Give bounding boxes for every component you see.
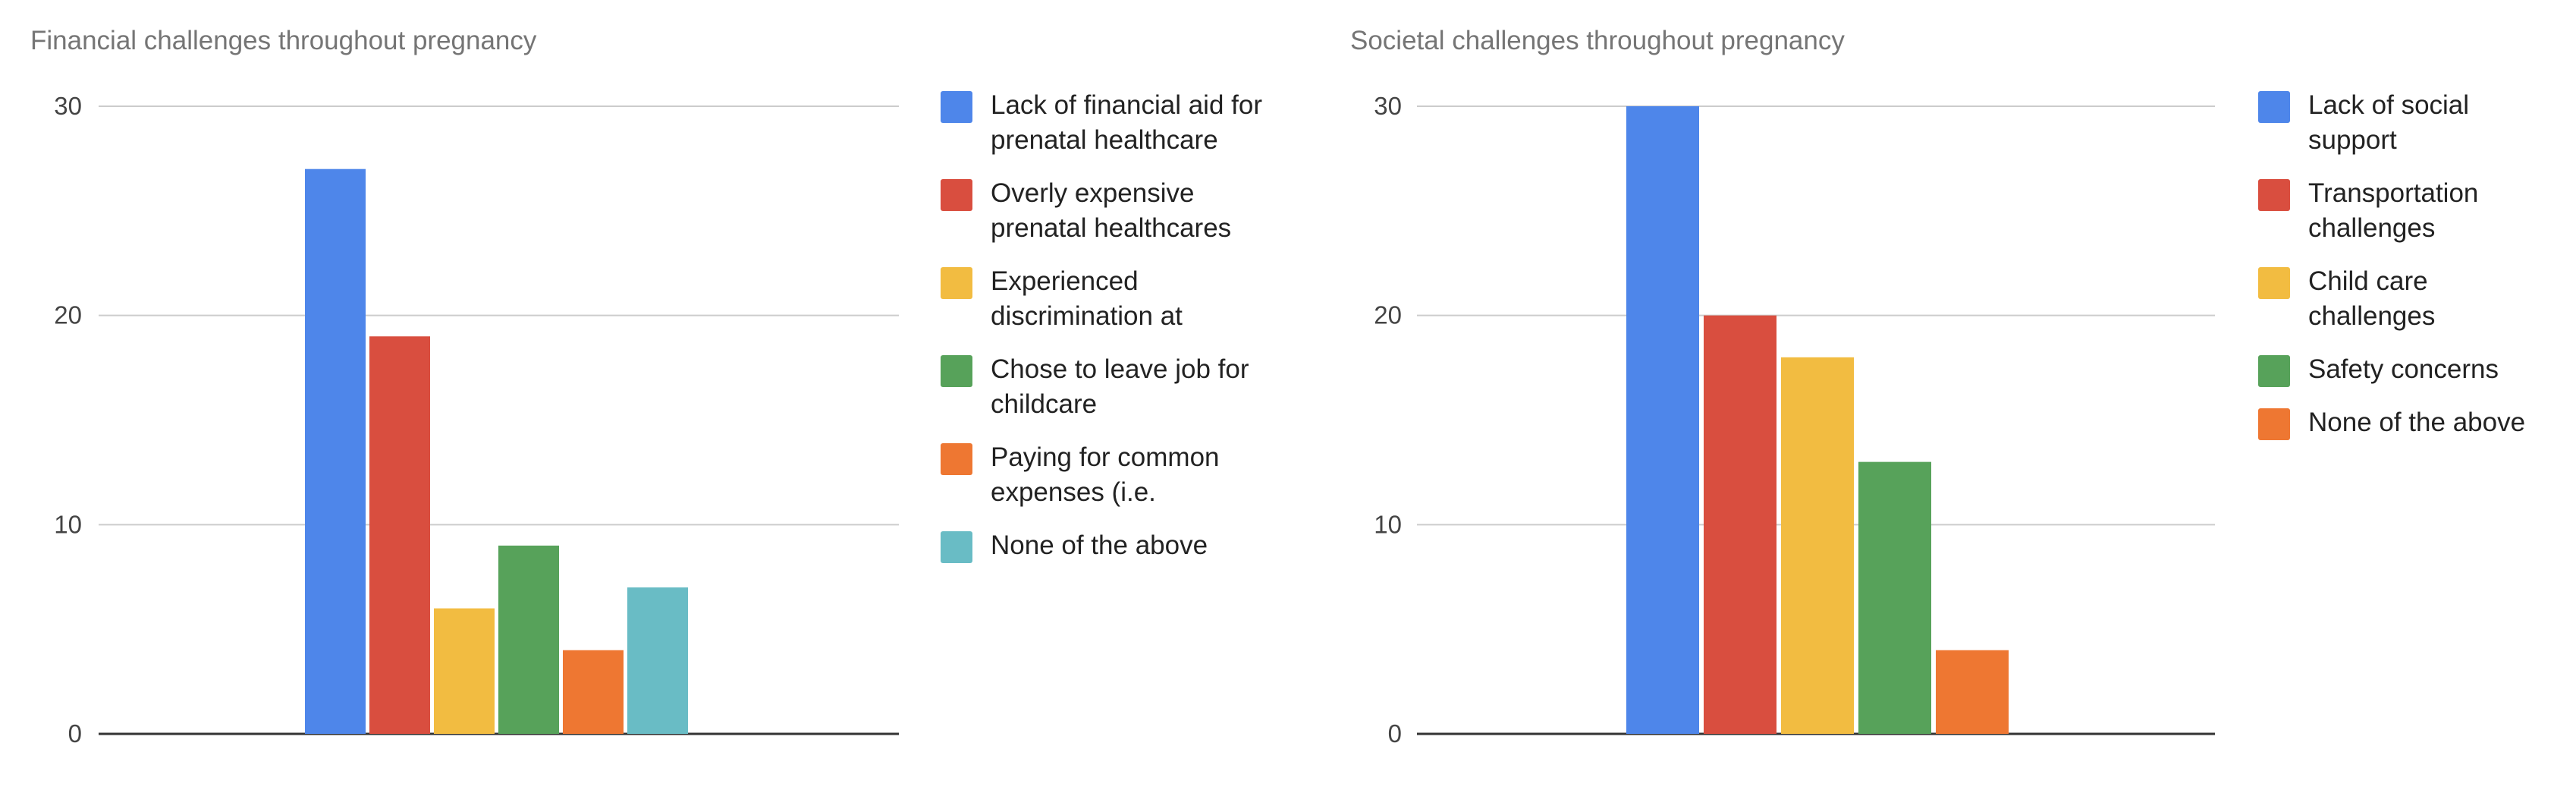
- chart-title: Societal challenges throughout pregnancy: [1350, 26, 1845, 55]
- financial-chart: Financial challenges throughout pregnanc…: [30, 26, 1274, 748]
- legend-label: Paying for common expenses (i.e.: [991, 442, 1220, 507]
- y-tick-label: 10: [1374, 510, 1402, 538]
- legend-label: Child care challenges: [2308, 266, 2436, 331]
- legend-label: Safety concerns: [2308, 354, 2499, 384]
- legend-swatch: [941, 355, 972, 387]
- legend-label: Overly expensive prenatal healthcares: [991, 178, 1232, 243]
- bar-3[interactable]: [498, 545, 559, 734]
- legend-swatch: [2258, 408, 2290, 440]
- y-tick-label: 30: [54, 92, 82, 120]
- bar-1[interactable]: [369, 336, 430, 734]
- chart-title: Financial challenges throughout pregnanc…: [30, 26, 537, 55]
- societal-chart: Societal challenges throughout pregnancy…: [1320, 0, 2576, 787]
- legend-swatch: [2258, 91, 2290, 123]
- legend-label: None of the above: [991, 530, 1208, 560]
- bar-0[interactable]: [305, 168, 366, 734]
- legend-swatch: [941, 531, 972, 563]
- legend-item[interactable]: Lack of financial aid for prenatal healt…: [941, 88, 1274, 158]
- societal-plot-area: 0 10 20 30: [1374, 92, 2215, 748]
- legend-swatch: [941, 267, 972, 299]
- legend-swatch: [941, 91, 972, 123]
- bar-4[interactable]: [1936, 650, 2009, 734]
- y-tick-label: 20: [54, 301, 82, 329]
- legend-item[interactable]: Overly expensive prenatal healthcares: [941, 176, 1274, 246]
- y-tick-label: 20: [1374, 301, 1402, 329]
- bar-5[interactable]: [627, 587, 688, 734]
- legend-swatch: [2258, 179, 2290, 211]
- legend-item[interactable]: Safety concerns: [2258, 352, 2562, 387]
- bar-2[interactable]: [1781, 357, 1854, 734]
- financial-legend: Lack of financial aid for prenatal healt…: [941, 88, 1274, 581]
- legend-swatch: [941, 179, 972, 211]
- bar-0[interactable]: [1626, 106, 1699, 734]
- y-tick-label: 30: [1374, 92, 1402, 120]
- legend-swatch: [941, 443, 972, 475]
- legend-item[interactable]: Experienced discrimination at: [941, 264, 1274, 334]
- legend-label: Lack of financial aid for prenatal healt…: [991, 90, 1262, 155]
- y-tick-label: 0: [68, 719, 82, 748]
- legend-item[interactable]: Paying for common expenses (i.e.: [941, 440, 1274, 510]
- bar-4[interactable]: [563, 650, 624, 734]
- legend-swatch: [2258, 355, 2290, 387]
- legend-label: None of the above: [2308, 408, 2526, 437]
- legend-item[interactable]: Chose to leave job for childcare: [941, 352, 1274, 422]
- bar-2[interactable]: [434, 608, 495, 734]
- y-tick-label: 0: [1388, 719, 1402, 748]
- legend-label: Lack of social support: [2308, 90, 2470, 155]
- societal-legend: Lack of social support Transportation cha…: [2258, 88, 2562, 458]
- bar-3[interactable]: [1858, 461, 1931, 734]
- legend-label: Experienced discrimination at: [991, 266, 1183, 331]
- legend-item[interactable]: Lack of social support: [2258, 88, 2562, 158]
- legend-label: Transportation challenges: [2308, 178, 2479, 243]
- legend-item[interactable]: None of the above: [2258, 405, 2562, 440]
- legend-swatch: [2258, 267, 2290, 299]
- bar-1[interactable]: [1704, 315, 1776, 735]
- y-tick-label: 10: [54, 510, 82, 538]
- legend-label: Chose to leave job for childcare: [991, 354, 1249, 419]
- legend-item[interactable]: Transportation challenges: [2258, 176, 2562, 246]
- legend-item[interactable]: Child care challenges: [2258, 264, 2562, 334]
- financial-plot-area: 0 10 20 30: [54, 92, 899, 748]
- legend-item[interactable]: None of the above: [941, 528, 1274, 563]
